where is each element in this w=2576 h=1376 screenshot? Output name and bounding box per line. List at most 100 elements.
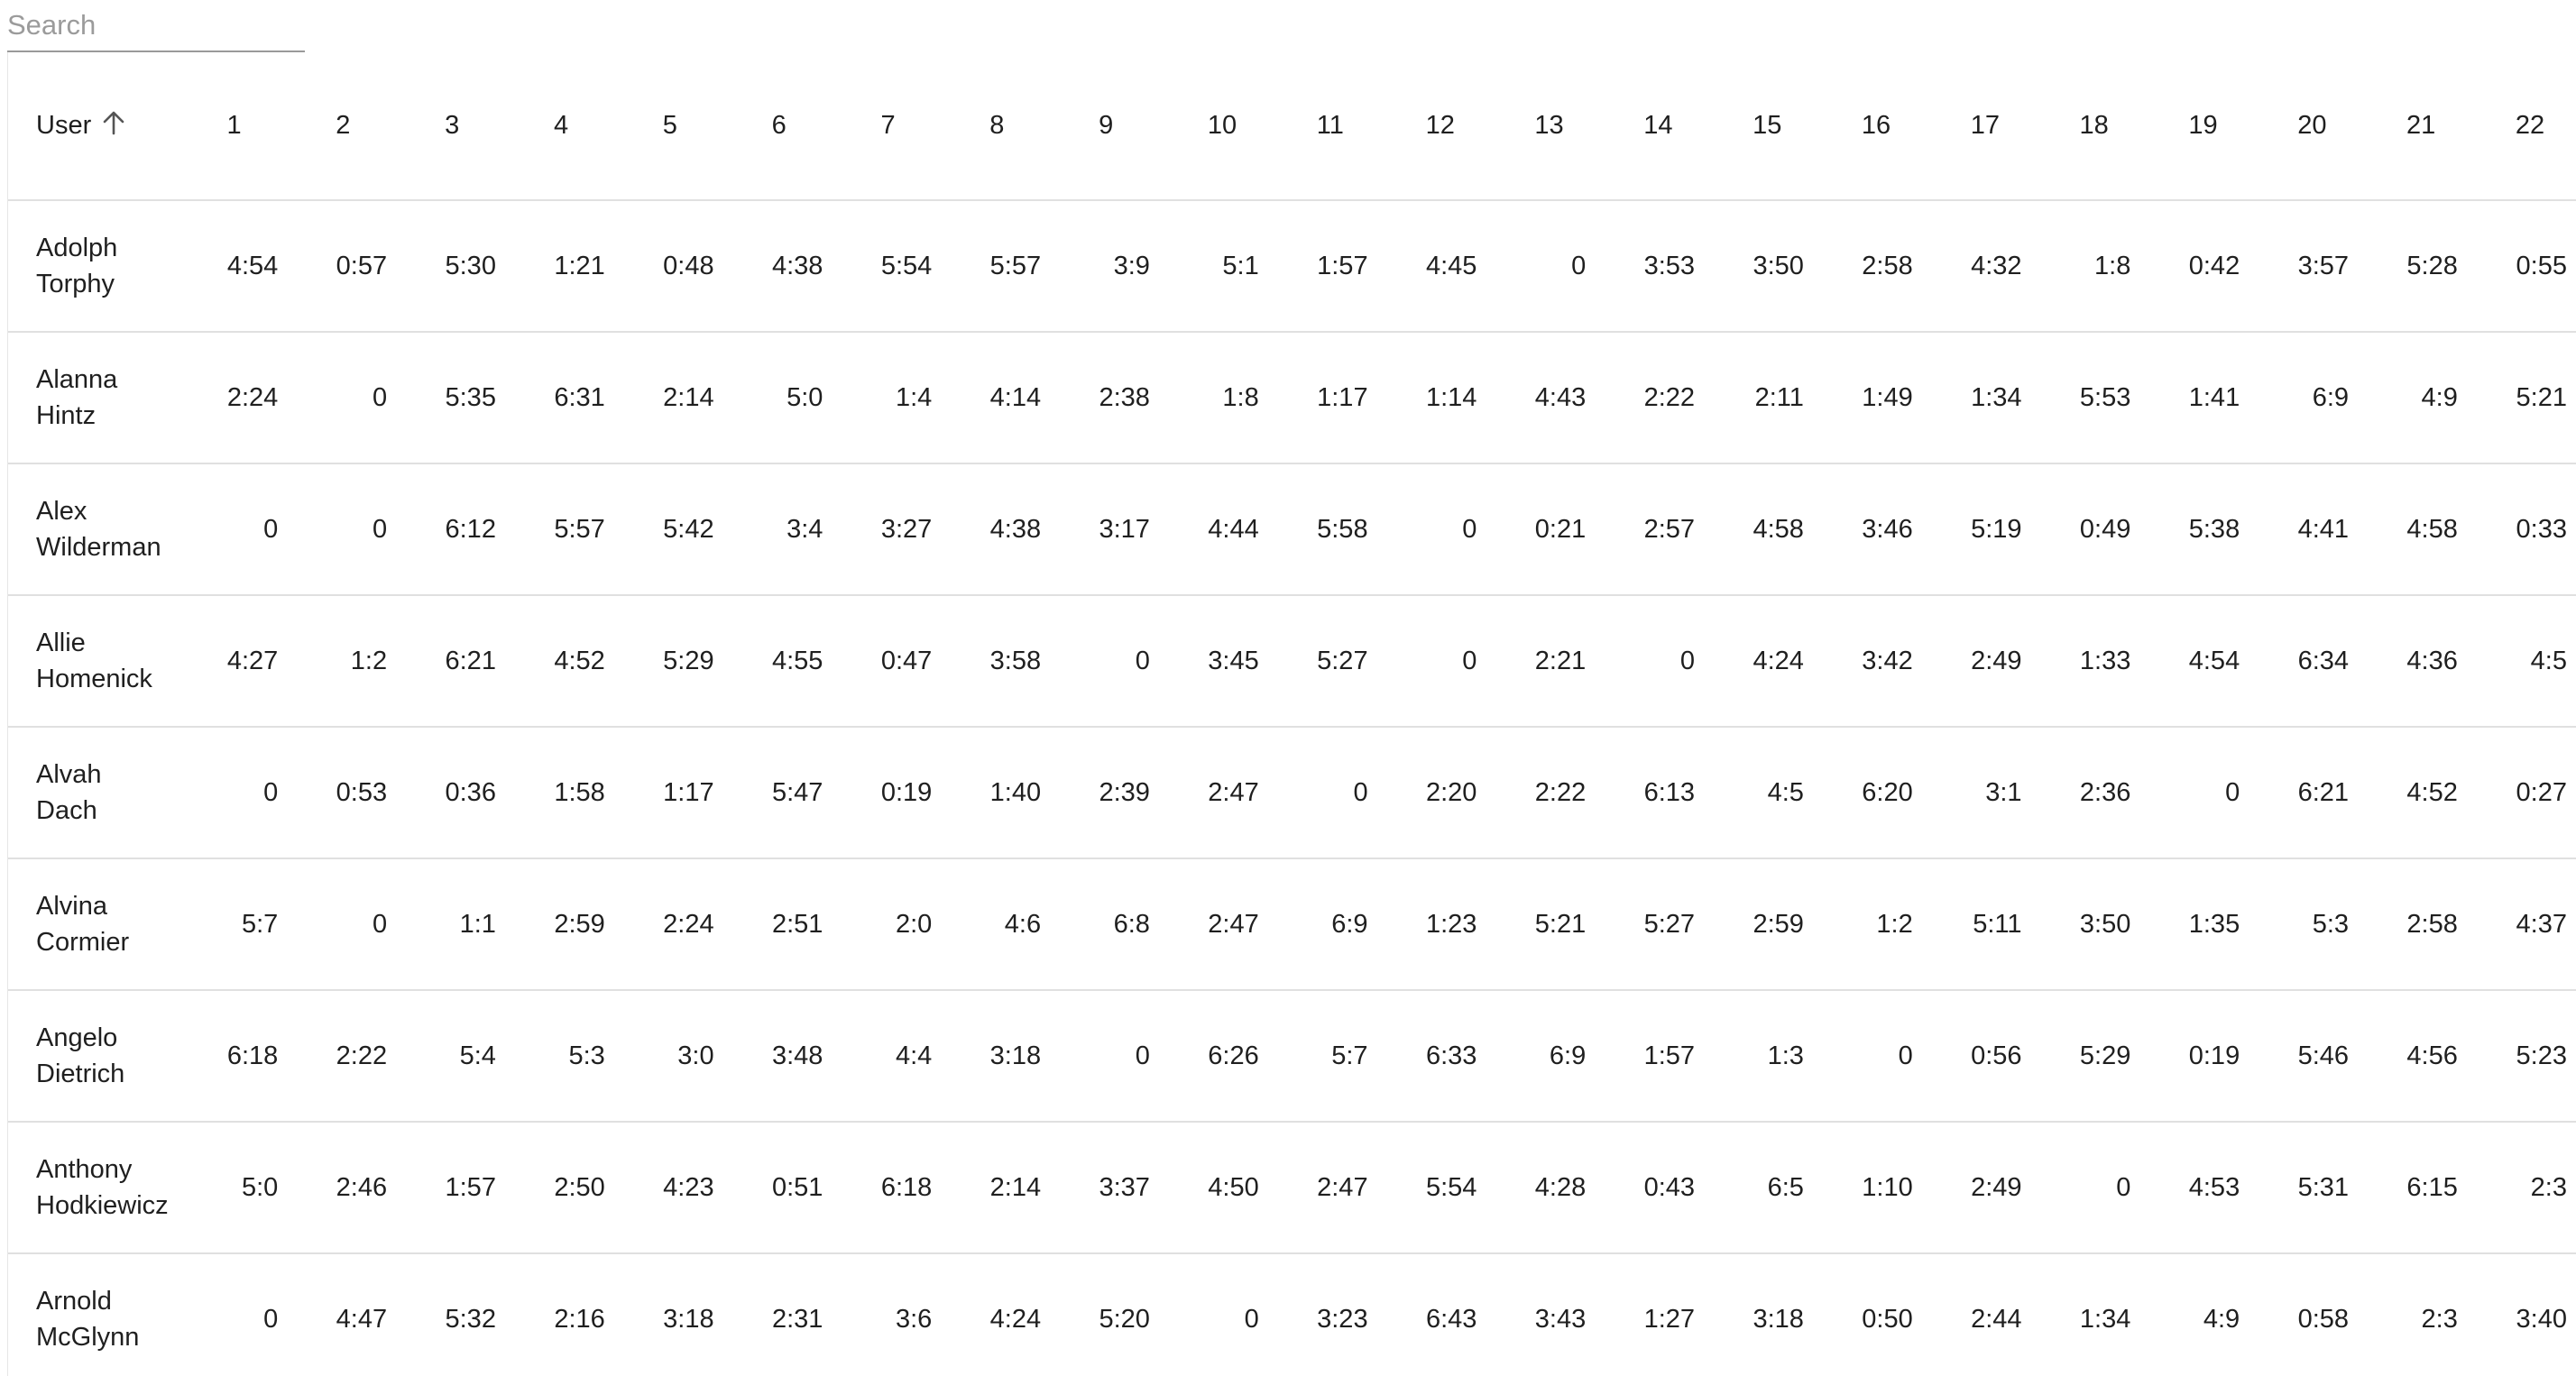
time-cell: 0 [1179, 1253, 1289, 1376]
column-header-5[interactable]: 5 [634, 52, 744, 201]
user-first-name: Adolph [36, 234, 118, 262]
user-first-name: Alvah [36, 760, 102, 789]
user-name-cell: Alanna Hintz [8, 332, 199, 464]
time-cell: 1:35 [2160, 858, 2270, 991]
column-header-20[interactable]: 20 [2269, 52, 2379, 201]
data-table-container[interactable]: User 1 2 3 4 5 6 7 8 9 10 11 12 13 14 15 16 17 18 19 20 21 22… [7, 52, 2576, 1376]
time-cell: 5:7 [1288, 990, 1398, 1123]
time-cell: 5:35 [417, 332, 526, 464]
time-cell: 5:58 [1288, 463, 1398, 596]
time-cell: 2:24 [634, 858, 744, 991]
column-header-9[interactable]: 9 [1071, 52, 1180, 201]
time-cell: 4:53 [2160, 1122, 2270, 1254]
time-cell: 0 [1288, 727, 1398, 859]
column-header-12[interactable]: 12 [1397, 52, 1507, 201]
time-cell: 0:36 [417, 727, 526, 859]
time-cell: 6:34 [2269, 595, 2379, 728]
column-header-18[interactable]: 18 [2051, 52, 2161, 201]
column-header-13[interactable]: 13 [1506, 52, 1616, 201]
time-cell: 4:37 [2487, 858, 2576, 991]
user-name-cell: Angelo Dietrich [8, 990, 199, 1123]
column-header-19[interactable]: 19 [2160, 52, 2270, 201]
time-cell: 4:38 [961, 463, 1072, 596]
search-input[interactable] [7, 0, 305, 50]
time-cell: 3:9 [1071, 200, 1180, 333]
time-cell: 5:38 [2160, 463, 2270, 596]
time-cell: 4:24 [1725, 595, 1834, 728]
time-cell: 2:11 [1725, 332, 1834, 464]
time-cell: 1:14 [1397, 332, 1507, 464]
time-cell: 0 [1071, 595, 1180, 728]
time-cell: 2:58 [2378, 858, 2488, 991]
time-cell: 0:42 [2160, 200, 2270, 333]
time-cell: 2:22 [308, 990, 418, 1123]
time-cell: 0 [1833, 990, 1943, 1123]
column-header-14[interactable]: 14 [1615, 52, 1725, 201]
user-name-cell: Allie Homenick [8, 595, 199, 728]
table-row[interactable]: Alanna Hintz 2:24 0 5:35 6:31 2:14 5:0 1:4 4:14 2:… [8, 332, 2576, 464]
column-header-1[interactable]: 1 [198, 52, 308, 201]
time-cell: 0:56 [1942, 990, 2052, 1123]
column-header-16[interactable]: 16 [1833, 52, 1943, 201]
time-cell: 3:46 [1833, 463, 1943, 596]
user-name-cell: Alvina Cormier [8, 858, 199, 991]
table-row[interactable]: Arnold McGlynn 0 4:47 5:32 2:16 3:18 2:31 3:6 4:2… [8, 1253, 2576, 1376]
time-cell: 5:47 [743, 727, 853, 859]
search-field[interactable] [7, 0, 305, 52]
arrow-up-icon[interactable] [102, 110, 125, 142]
column-header-6[interactable]: 6 [743, 52, 853, 201]
column-header-10[interactable]: 10 [1179, 52, 1289, 201]
time-cell: 3:42 [1833, 595, 1943, 728]
column-header-2[interactable]: 2 [308, 52, 418, 201]
column-header-user[interactable]: User [8, 52, 199, 201]
column-header-15[interactable]: 15 [1725, 52, 1834, 201]
column-header-4[interactable]: 4 [525, 52, 635, 201]
time-cell: 1:17 [1288, 332, 1398, 464]
time-cell: 6:8 [1071, 858, 1180, 991]
table-row[interactable]: Allie Homenick 4:27 1:2 6:21 4:52 5:29 4:55 0:47… [8, 595, 2576, 728]
time-cell: 4:23 [634, 1122, 744, 1254]
time-cell: 0:58 [2269, 1253, 2379, 1376]
user-name-cell: Alvah Dach [8, 727, 199, 859]
time-cell: 4:4 [852, 990, 962, 1123]
time-cell: 0 [198, 727, 308, 859]
table-row[interactable]: Alex Wilderman 0 0 6:12 5:57 5:42 3:4 3:27 4:38 3:… [8, 463, 2576, 596]
time-cell: 3:53 [1615, 200, 1725, 333]
time-cell: 1:27 [1615, 1253, 1725, 1376]
column-header-3[interactable]: 3 [417, 52, 526, 201]
time-cell: 4:43 [1506, 332, 1616, 464]
user-last-name: Cormier [36, 928, 130, 957]
time-cell: 0:57 [308, 200, 418, 333]
time-cell: 0:33 [2487, 463, 2576, 596]
time-cell: 0:53 [308, 727, 418, 859]
time-cell: 4:50 [1179, 1122, 1289, 1254]
column-header-21[interactable]: 21 [2378, 52, 2488, 201]
time-cell: 1:21 [525, 200, 635, 333]
column-header-7[interactable]: 7 [852, 52, 962, 201]
column-header-22[interactable]: 22 [2487, 52, 2576, 201]
time-cell: 0:50 [1833, 1253, 1943, 1376]
time-cell: 0 [198, 463, 308, 596]
time-cell: 3:17 [1071, 463, 1180, 596]
time-cell: 2:51 [743, 858, 853, 991]
column-header-8[interactable]: 8 [961, 52, 1072, 201]
table-row[interactable]: Alvina Cormier 5:7 0 1:1 2:59 2:24 2:51 2:0 4:6 6:… [8, 858, 2576, 991]
time-cell: 2:24 [198, 332, 308, 464]
time-cell: 2:58 [1833, 200, 1943, 333]
time-cell: 6:12 [417, 463, 526, 596]
table-row[interactable]: Alvah Dach 0 0:53 0:36 1:58 1:17 5:47 0:19 1:40 2:… [8, 727, 2576, 859]
column-header-17[interactable]: 17 [1942, 52, 2052, 201]
column-header-11[interactable]: 11 [1288, 52, 1398, 201]
time-cell: 0:19 [852, 727, 962, 859]
table-row[interactable]: Anthony Hodkiewicz 5:0 2:46 1:57 2:50 4:23 0:51… [8, 1122, 2576, 1254]
time-cell: 3:50 [2051, 858, 2161, 991]
time-cell: 0 [308, 858, 418, 991]
table-row[interactable]: Adolph Torphy 4:54 0:57 5:30 1:21 0:48 4:38 5:54… [8, 200, 2576, 333]
table-row[interactable]: Angelo Dietrich 6:18 2:22 5:4 5:3 3:0 3:48 4:4 3:… [8, 990, 2576, 1123]
time-cell: 4:6 [961, 858, 1072, 991]
time-cell: 0:21 [1506, 463, 1616, 596]
time-cell: 2:38 [1071, 332, 1180, 464]
user-first-name: Allie [36, 628, 86, 657]
time-cell: 0 [308, 463, 418, 596]
time-cell: 2:3 [2378, 1253, 2488, 1376]
